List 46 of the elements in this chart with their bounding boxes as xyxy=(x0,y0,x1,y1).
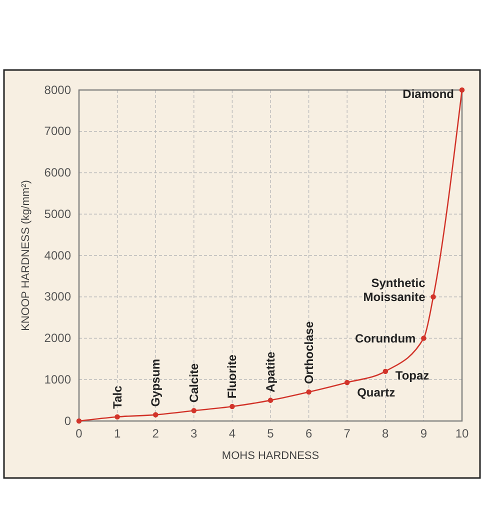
line-series xyxy=(76,87,465,424)
y-tick-label: 5000 xyxy=(44,206,72,221)
x-tick-label: 7 xyxy=(344,426,351,441)
annotation: Synthetic Moissanite xyxy=(363,276,426,304)
annotation: Apatite xyxy=(264,351,278,392)
point xyxy=(344,380,350,386)
x-tick-label: 1 xyxy=(114,426,121,441)
x-axis-title: MOHS HARDNESS xyxy=(222,450,320,462)
point xyxy=(114,414,120,420)
y-tick-label: 1000 xyxy=(44,372,72,386)
point xyxy=(459,87,465,93)
point xyxy=(152,412,158,418)
annotation: Calcite xyxy=(186,362,201,403)
y-tick-label: 3000 xyxy=(44,290,72,304)
point xyxy=(230,404,235,410)
point xyxy=(76,418,82,424)
y-tick-label: 0 xyxy=(64,414,72,428)
point xyxy=(421,336,426,341)
x-tick-label: 9 xyxy=(420,426,428,441)
x-tick-label: 8 xyxy=(382,426,390,441)
point xyxy=(306,389,312,395)
point xyxy=(191,408,197,414)
y-tick-label: 8000 xyxy=(44,82,72,97)
y-tick-label: 7000 xyxy=(44,124,72,138)
y-tick-label: 6000 xyxy=(44,166,72,180)
x-tick-label: 10 xyxy=(455,426,469,441)
annotation: Quartz xyxy=(357,386,396,400)
point xyxy=(268,398,274,403)
annotation: Gypsum xyxy=(148,358,163,407)
annotation: Topaz xyxy=(395,368,430,382)
annotation: Corundum xyxy=(355,331,416,346)
x-tick-label: 3 xyxy=(190,426,198,441)
y-axis-title: KNOOP HARDNESS (kg/mm²) xyxy=(20,180,32,331)
x-tick-label: 6 xyxy=(305,426,312,441)
x-tick-label: 5 xyxy=(267,426,274,441)
x-tick-label: 4 xyxy=(228,426,236,441)
x-tick-label: 2 xyxy=(152,426,160,441)
annotation: Fluorite xyxy=(225,354,240,399)
y-tick-label: 2000 xyxy=(44,331,72,346)
x-tick-label: 0 xyxy=(76,426,83,441)
annotation: Talc xyxy=(110,385,124,409)
annotation: Diamond xyxy=(402,87,454,101)
y-tick-label: 4000 xyxy=(44,248,72,262)
annotation: Orthoclase xyxy=(302,321,316,384)
point xyxy=(430,294,436,300)
point xyxy=(382,368,388,374)
